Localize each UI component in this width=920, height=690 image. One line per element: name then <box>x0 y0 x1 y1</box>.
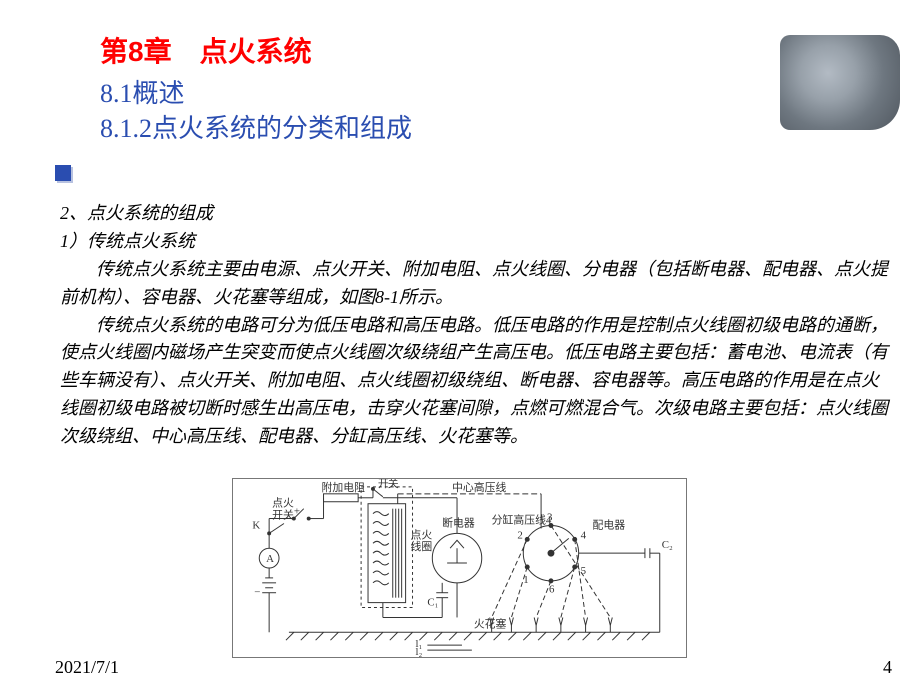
heading-2: 2、点火系统的组成 <box>60 200 890 228</box>
label-n2: 2 <box>517 529 522 541</box>
label-minus: − <box>254 587 260 599</box>
label-fengang: 分缸高压线4 <box>492 513 552 527</box>
label-C2: C₂ <box>662 539 673 551</box>
heading-3: 1）传统点火系统 <box>60 228 890 256</box>
label-huohuasai: 火花塞 <box>474 616 507 630</box>
label-breaker: 断电器 <box>442 515 475 529</box>
label-fujia: 附加电阻 <box>322 480 366 494</box>
label-zhongxin: 中心高压线 <box>452 480 506 494</box>
label-xq2: 线圈 <box>411 539 433 553</box>
chapter-title: 第8章 点火系统 <box>100 30 412 70</box>
label-A: A <box>266 553 274 565</box>
label-C1: C₁ <box>427 597 438 609</box>
bullet-icon <box>55 165 71 181</box>
label-K: K <box>252 519 260 531</box>
footer-page-number: 4 <box>883 657 892 678</box>
label-xq1: 点火 <box>411 528 433 541</box>
label-peidianqi: 配电器 <box>593 518 626 531</box>
label-n1: 1 <box>523 574 528 586</box>
paragraph-1: 传统点火系统主要由电源、点火开关、附加电阻、点火线圈、分电器（包括断电器、配电器… <box>60 256 890 312</box>
label-dhkg2: 开关 <box>272 508 294 522</box>
label-l2: l₂ <box>415 646 422 657</box>
engine-image <box>780 35 900 130</box>
paragraph-2: 传统点火系统的电路可分为低压电路和高压电路。低压电路的作用是控制点火线圈初级电路… <box>60 312 890 451</box>
label-n5: 5 <box>581 565 586 577</box>
subsection-title: 8.1.2点火系统的分类和组成 <box>100 111 412 146</box>
label-dhkg1: 点火 <box>272 497 294 510</box>
label-n3: 3 <box>547 512 552 524</box>
label-n6: 6 <box>549 584 555 596</box>
footer-date: 2021/7/1 <box>55 657 119 678</box>
label-n4: 4 <box>581 529 587 541</box>
figure-8-1: 附加电阻 开 关 中心高压线 点火 开关 点火 线圈 断电器 分缸高压线4 配电… <box>232 478 687 658</box>
label-plus: + <box>294 506 300 518</box>
body-text: 2、点火系统的组成 1）传统点火系统 传统点火系统主要由电源、点火开关、附加电阻… <box>60 200 890 451</box>
section-title: 8.1概述 <box>100 76 412 111</box>
label-kaiguan2: 关 <box>388 479 399 490</box>
